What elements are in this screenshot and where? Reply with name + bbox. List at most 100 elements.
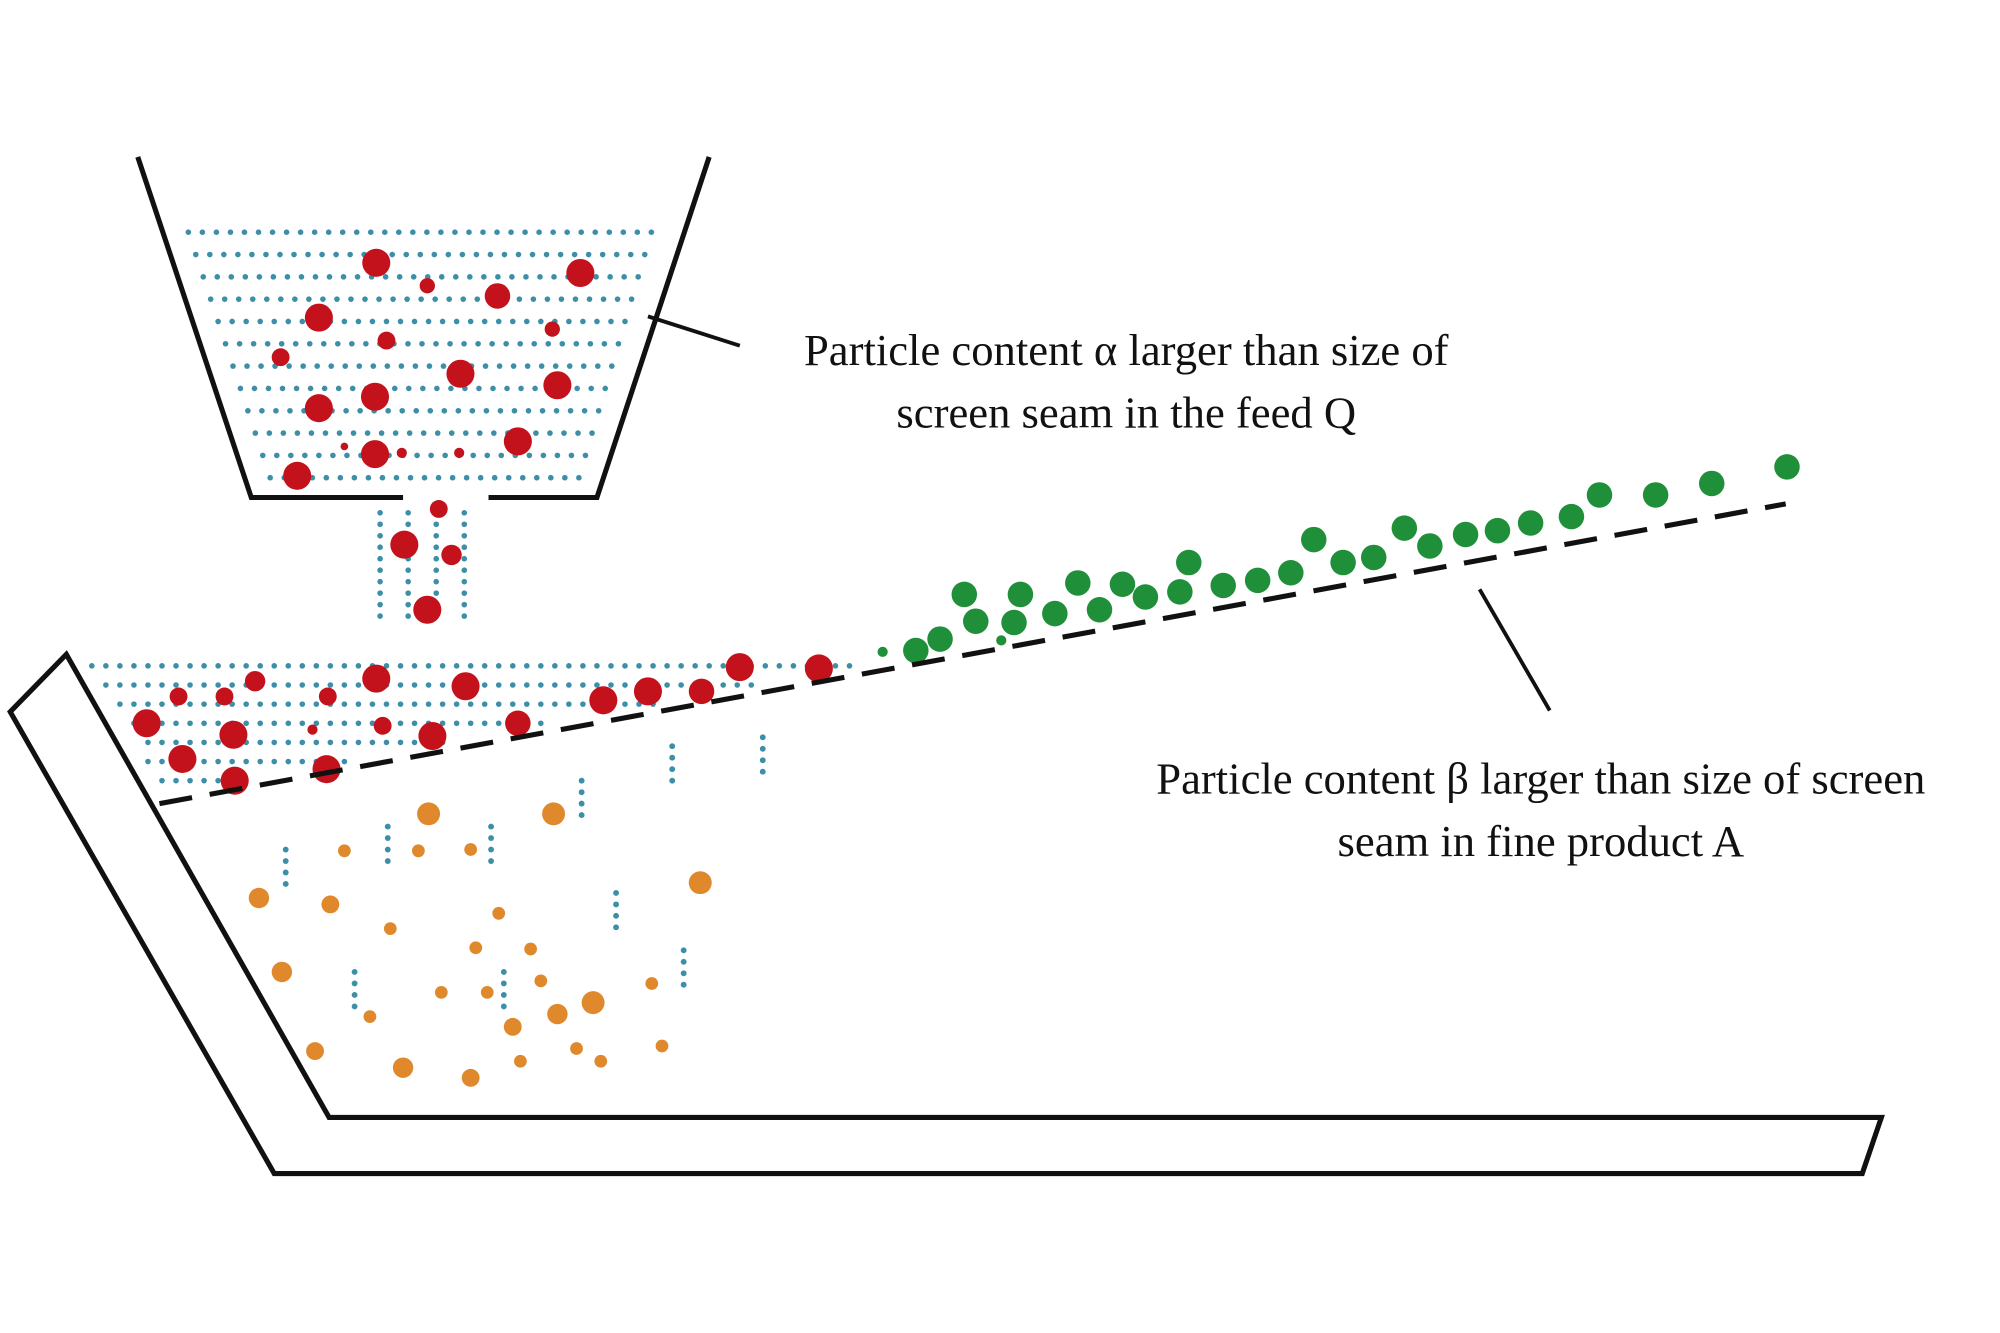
fluid-dot: [678, 682, 684, 688]
fluid-dot: [467, 701, 474, 707]
fluid-dot: [664, 663, 670, 669]
fluid-dot: [622, 663, 628, 669]
fluid-dot: [330, 452, 336, 459]
fluid-dot: [367, 229, 374, 235]
fluid-dot: [89, 663, 95, 669]
fine-particle: [570, 1042, 583, 1055]
fluid-dot: [159, 663, 165, 669]
fluid-dot: [748, 682, 755, 688]
fluid-dot: [393, 474, 400, 481]
fluid-dot: [328, 363, 335, 369]
oversize-particle: [927, 626, 953, 652]
fluid-dot: [417, 251, 424, 258]
oversize-particle: [451, 672, 480, 701]
fluid-dot: [720, 663, 727, 669]
fluid-dot: [461, 613, 468, 619]
fine-particle: [594, 1054, 608, 1068]
fluid-dot: [187, 701, 193, 707]
fluid-dot: [558, 296, 565, 302]
fluid-dot: [433, 532, 440, 539]
oversize-particle: [633, 677, 662, 706]
fine-particle: [480, 986, 494, 999]
fluid-dot: [269, 229, 276, 235]
fluid-dot: [411, 701, 418, 707]
fluid-dot: [439, 318, 446, 325]
fluid-dot: [606, 229, 613, 235]
oversize-particle: [1132, 584, 1159, 610]
fluid-dot: [333, 251, 339, 258]
oversize-particle: [543, 371, 572, 400]
fluid-dot: [287, 407, 293, 414]
fluid-dot: [392, 430, 399, 436]
oversize-particle: [1109, 571, 1136, 597]
fluid-dot: [518, 385, 524, 392]
fluid-dot: [594, 663, 600, 669]
fluid-dot: [622, 701, 628, 707]
fluid-dot: [245, 407, 251, 414]
oversize-particle: [1244, 567, 1271, 594]
fluid-dot: [538, 663, 544, 669]
fine-particle: [534, 974, 548, 988]
fluid-dot: [354, 274, 361, 280]
fluid-dot: [467, 663, 474, 669]
fluid-dot: [461, 340, 467, 347]
oversize-particle: [168, 744, 197, 774]
fluid-dot: [384, 363, 391, 369]
fluid-dot: [759, 757, 766, 764]
fluid-dot: [355, 682, 362, 688]
fluid-dot: [428, 452, 434, 459]
fluid-dot: [580, 363, 587, 369]
fluid-dot: [316, 452, 322, 459]
fluid-dot: [680, 981, 687, 988]
fine-particle: [492, 906, 506, 920]
fluid-dot: [515, 251, 522, 258]
fine-particle: [464, 843, 478, 856]
fluid-dot: [608, 663, 614, 669]
fluid-dot: [608, 318, 614, 325]
fluid-dot: [532, 385, 538, 392]
fluid-dot: [484, 452, 491, 459]
fluid-dot: [407, 474, 414, 481]
fluid-dot: [288, 452, 294, 459]
fluid-dot: [266, 430, 273, 436]
oversize-particle: [503, 427, 532, 456]
fluid-dot: [418, 296, 424, 302]
fluid-dot: [405, 509, 411, 516]
fluid-dot: [680, 947, 687, 954]
fluid-dot: [628, 296, 635, 302]
oversize-particle: [1301, 526, 1327, 553]
fluid-dot: [650, 663, 656, 669]
fluid-dot: [523, 663, 530, 669]
fluid-dot: [411, 739, 418, 746]
fluid-dot: [548, 474, 554, 481]
fluid-dot: [476, 430, 483, 436]
fluid-dot: [420, 385, 426, 392]
fluid-dot: [403, 251, 410, 258]
fluid-dot: [439, 720, 446, 727]
fluid-dot: [613, 889, 620, 896]
fluid-dot: [384, 835, 391, 841]
fluid-dot: [588, 385, 595, 392]
fluid-dot: [351, 980, 358, 987]
fine-particle: [655, 1039, 669, 1053]
fluid-dot: [377, 578, 383, 585]
fluid-dot: [263, 251, 269, 258]
fluid-dot: [187, 663, 193, 669]
fluid-dot: [326, 274, 333, 280]
fluid-dot: [214, 274, 221, 280]
fluid-dot: [229, 682, 235, 688]
fluid-dot: [509, 682, 516, 688]
fluid-dot: [669, 754, 676, 761]
fluid-dot: [648, 229, 655, 235]
fluid-dot: [600, 296, 607, 302]
fluid-dot: [601, 340, 608, 347]
fluid-dot: [466, 229, 472, 235]
fluid-dot: [199, 229, 206, 235]
fluid-dot: [241, 229, 248, 235]
oversize-particle: [362, 248, 391, 277]
fluid-dot: [587, 340, 594, 347]
fluid-dot: [236, 340, 243, 347]
fluid-dot: [500, 1003, 507, 1010]
fluid-dot: [337, 474, 344, 481]
fluid-dot: [292, 296, 298, 302]
